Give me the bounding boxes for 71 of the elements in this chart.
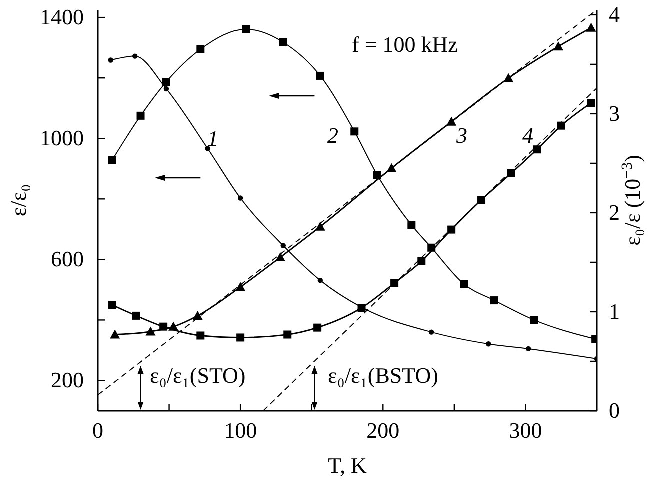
point <box>315 222 326 231</box>
point <box>586 22 596 32</box>
point <box>132 54 138 59</box>
point <box>533 146 542 154</box>
point <box>196 45 205 54</box>
annotation: 4 <box>522 123 534 148</box>
point <box>418 257 426 266</box>
point <box>314 324 322 332</box>
point <box>554 42 564 51</box>
point <box>242 25 250 34</box>
y-tick-label: 1000 <box>40 126 84 151</box>
point <box>205 146 210 152</box>
point <box>279 38 288 46</box>
point <box>236 334 245 342</box>
y-axis-title: ε/ε₀ <box>6 184 31 217</box>
y-tick-label: 1400 <box>40 4 84 30</box>
point <box>192 310 203 320</box>
y2-tick-label: 4 <box>609 2 620 27</box>
annotation: 1 <box>208 126 218 151</box>
point <box>587 99 596 108</box>
point <box>373 171 382 180</box>
point <box>446 116 457 126</box>
point <box>284 330 292 339</box>
y2-tick-label: 3 <box>609 100 620 126</box>
point <box>162 78 170 86</box>
point <box>160 322 168 331</box>
point <box>108 301 116 310</box>
point <box>316 72 324 80</box>
annotation: 3 <box>456 123 468 148</box>
point <box>350 128 359 136</box>
y2-tick-label: 2 <box>609 200 620 225</box>
point <box>386 163 397 172</box>
point <box>486 342 492 347</box>
point <box>448 226 456 234</box>
point <box>490 296 498 305</box>
point <box>108 156 116 164</box>
x-tick-label: 300 <box>509 418 542 443</box>
point <box>390 279 399 288</box>
annotation: ε₀/ε₁(STO) <box>150 363 246 388</box>
point <box>146 326 156 336</box>
y-tick-label: 600 <box>51 246 84 272</box>
point <box>236 282 246 292</box>
y2-tick-label: 1 <box>609 298 620 324</box>
point <box>238 196 244 201</box>
point <box>526 346 532 352</box>
x-tick-label: 0 <box>92 418 104 443</box>
y-tick-label: 200 <box>51 368 84 393</box>
point <box>164 86 170 92</box>
annotation: ε₀/ε₁(BSTO) <box>328 363 438 388</box>
point <box>408 221 416 230</box>
y2-tick-label: 0 <box>609 398 620 423</box>
point <box>530 316 538 324</box>
x-axis-title: T, K <box>328 453 367 478</box>
point <box>280 243 286 248</box>
x-tick-label: 200 <box>366 418 400 443</box>
point <box>429 330 434 335</box>
annotation: f = 100 kHz <box>352 32 458 57</box>
point <box>275 252 286 262</box>
point <box>460 280 468 288</box>
point <box>557 122 566 130</box>
point <box>132 312 140 320</box>
point <box>196 332 205 340</box>
point <box>110 330 120 339</box>
annotation: 2 <box>328 123 338 148</box>
x-tick-label: 100 <box>224 418 258 443</box>
point <box>108 58 114 63</box>
point <box>507 169 516 178</box>
point <box>504 73 514 82</box>
point <box>136 112 145 120</box>
point <box>318 278 324 284</box>
point <box>478 196 486 204</box>
